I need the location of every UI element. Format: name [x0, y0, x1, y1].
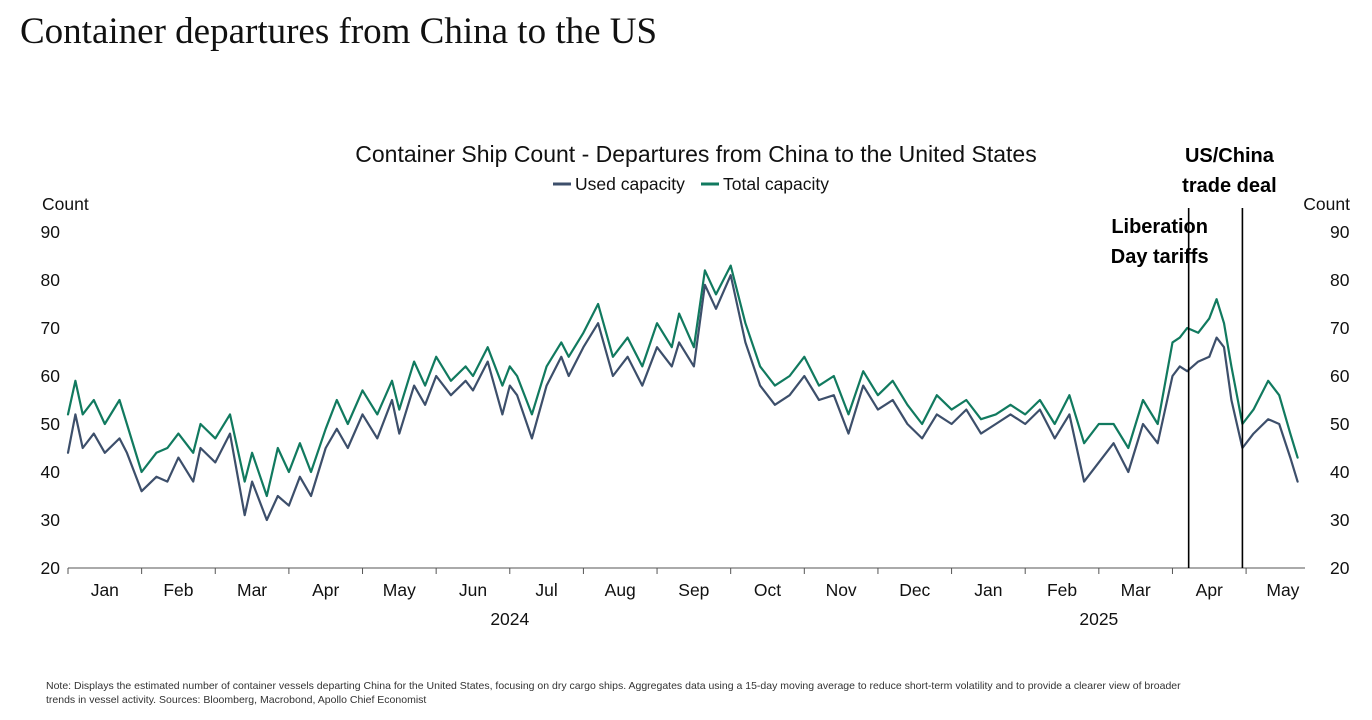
y-tick-label-left: 40 — [41, 462, 61, 482]
x-tick-label: Sep — [678, 580, 709, 600]
y-ticks-right: 20 30 40 50 60 70 80 90 — [1330, 222, 1350, 578]
y-tick-label-right: 50 — [1330, 414, 1350, 434]
year-label: 2025 — [1079, 609, 1118, 629]
x-tick-label: May — [383, 580, 416, 600]
x-tick-label: Feb — [163, 580, 193, 600]
y-tick-label-right: 20 — [1330, 558, 1350, 578]
annotation-label: US/China — [1185, 145, 1275, 167]
x-tick-label: Mar — [1121, 580, 1151, 600]
x-tick-label: Mar — [237, 580, 267, 600]
y-ticks-left: 20 30 40 50 60 70 80 90 — [41, 222, 61, 578]
chart-title: Container Ship Count - Departures from C… — [355, 141, 1036, 167]
year-label: 2024 — [490, 609, 529, 629]
y-tick-label-left: 50 — [41, 414, 61, 434]
y-tick-label-left: 70 — [41, 318, 61, 338]
footnote: Note: Displays the estimated number of c… — [46, 680, 1181, 706]
series-line-used-capacity — [66, 274, 1299, 522]
annotation-label: Liberation — [1111, 216, 1208, 238]
y-tick-label-right: 30 — [1330, 510, 1350, 530]
x-tick-label: Aug — [605, 580, 636, 600]
x-tick-label: Apr — [1196, 580, 1223, 600]
page-title: Container departures from China to the U… — [20, 11, 658, 52]
x-tick-label: Dec — [899, 580, 930, 600]
y-tick-label-left: 30 — [41, 510, 61, 530]
legend-label-used: Used capacity — [575, 174, 685, 194]
x-tick-label: Apr — [312, 580, 339, 600]
annotation-label: Day tariffs — [1111, 246, 1209, 268]
series-layer — [66, 264, 1299, 522]
x-axis: Jan Feb Mar Apr May Jun Jul Aug Sep Oct Nov Dec Jan F… — [67, 567, 1305, 629]
y-tick-label-right: 70 — [1330, 318, 1350, 338]
y-axis-label-right: Count — [1303, 194, 1350, 214]
annotation-label: trade deal — [1182, 175, 1276, 197]
series-line-total-capacity — [66, 264, 1299, 498]
y-axis-label-left: Count — [42, 194, 89, 214]
x-tick-label: Jan — [974, 580, 1002, 600]
x-tick-label: Feb — [1047, 580, 1077, 600]
y-tick-label-right: 80 — [1330, 270, 1350, 290]
x-tick-label: Jun — [459, 580, 487, 600]
y-tick-label-left: 90 — [41, 222, 61, 242]
y-tick-label-right: 40 — [1330, 462, 1350, 482]
y-tick-label-right: 90 — [1330, 222, 1350, 242]
legend-label-total: Total capacity — [723, 174, 829, 194]
annotations: Liberation Day tariffs US/China trade deal — [1111, 145, 1277, 568]
y-tick-label-right: 60 — [1330, 366, 1350, 386]
legend: Used capacity Total capacity — [553, 174, 829, 194]
x-tick-label: Jan — [91, 580, 119, 600]
x-tick-label: May — [1266, 580, 1299, 600]
x-tick-label: Jul — [535, 580, 557, 600]
y-tick-label-left: 80 — [41, 270, 61, 290]
y-tick-label-left: 60 — [41, 366, 61, 386]
x-tick-label: Oct — [754, 580, 781, 600]
x-tick-label: Nov — [826, 580, 857, 600]
y-tick-label-left: 20 — [41, 558, 61, 578]
